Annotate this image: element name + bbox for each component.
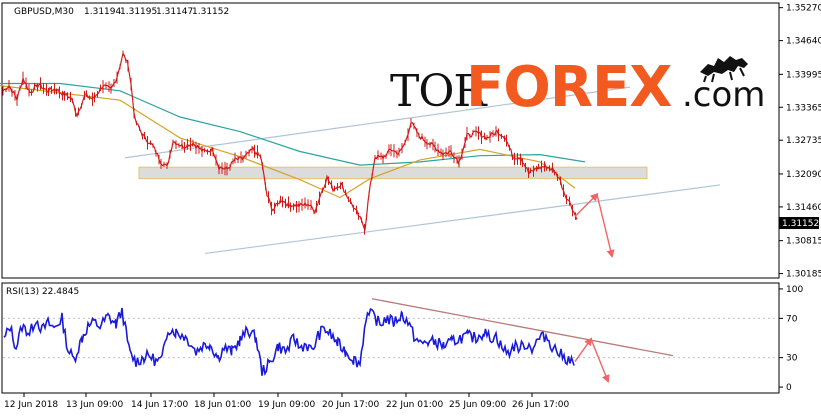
- rsi-tick-label: 100: [786, 285, 803, 295]
- price-tick-label: 1.34640: [786, 37, 821, 47]
- moving-average-fast: [0, 85, 576, 199]
- rsi-layer: [3, 298, 778, 384]
- ohlc-close: 1.31152: [192, 7, 229, 17]
- rsi-panel-frame: [1, 282, 780, 394]
- rsi-line: [3, 307, 575, 377]
- price-tick-label: 1.33995: [786, 70, 821, 80]
- watermark-logo: TOR FOREX .com: [390, 55, 765, 120]
- rsi-title: RSI(13) 22.4845: [6, 287, 79, 297]
- price-tick-label: 1.33365: [786, 103, 821, 113]
- rsi-tick-label: 0: [786, 383, 792, 393]
- logo-tor-text: TOR: [390, 66, 488, 117]
- price-tick-label: 1.32090: [786, 170, 821, 180]
- forecast-arrow-layer: [574, 192, 615, 259]
- ohlc-low: 1.31147: [156, 7, 193, 17]
- time-tick-label: 22 Jun 01:00: [386, 400, 443, 410]
- price-layer: [2, 50, 578, 235]
- rsi-trend-line: [371, 298, 674, 357]
- support-zone: [138, 166, 648, 180]
- logo-forex-text: FOREX: [466, 55, 672, 120]
- ohlc-high: 1.31195: [120, 7, 157, 17]
- rsi-forecast-arrow-1: [574, 337, 593, 362]
- rsi-forecast-arrow-2: [590, 338, 610, 384]
- time-tick-label: 20 Jun 17:00: [322, 400, 379, 410]
- logo-com-text: .com: [682, 75, 765, 115]
- support-zone-layer: [138, 166, 648, 180]
- time-tick-label: 13 Jun 09:00: [66, 400, 123, 410]
- price-tick-label: 1.31460: [786, 203, 821, 213]
- axis-layer: 1.35270 1.34640 1.33995 1.33365 1.32735 1.320…: [4, 4, 821, 410]
- current-price-box: [779, 217, 819, 230]
- time-tick-label: 26 Jun 17:00: [512, 400, 569, 410]
- rsi-tick-label: 30: [786, 354, 798, 364]
- trend-line-layer: [124, 86, 721, 255]
- chart-title: GBPUSD,M30: [14, 7, 74, 17]
- time-tick-label: 18 Jun 01:00: [194, 400, 251, 410]
- price-tick-label: 1.30185: [786, 270, 821, 280]
- price-tick-label: 1.35270: [786, 4, 821, 14]
- main-panel-frame: [1, 2, 780, 279]
- rsi-tick-label: 70: [786, 314, 798, 324]
- time-tick-label: 14 Jun 17:00: [131, 400, 188, 410]
- time-tick-label: 12 Jun 2018: [4, 400, 58, 410]
- time-tick-label: 19 Jun 09:00: [258, 400, 315, 410]
- current-price-label: 1.31152: [782, 219, 819, 229]
- ohlc-open: 1.31194: [84, 7, 121, 17]
- price-tick-label: 1.30815: [786, 237, 821, 247]
- time-tick-label: 25 Jun 09:00: [449, 400, 506, 410]
- price-line: [2, 51, 578, 231]
- trend-line-2: [204, 184, 721, 255]
- bull-bear-icon: [700, 56, 748, 83]
- forecast-arrow-2: [596, 194, 615, 259]
- forecast-arrow-1: [574, 192, 599, 217]
- price-tick-label: 1.32735: [786, 136, 821, 146]
- trend-line-1: [124, 86, 631, 159]
